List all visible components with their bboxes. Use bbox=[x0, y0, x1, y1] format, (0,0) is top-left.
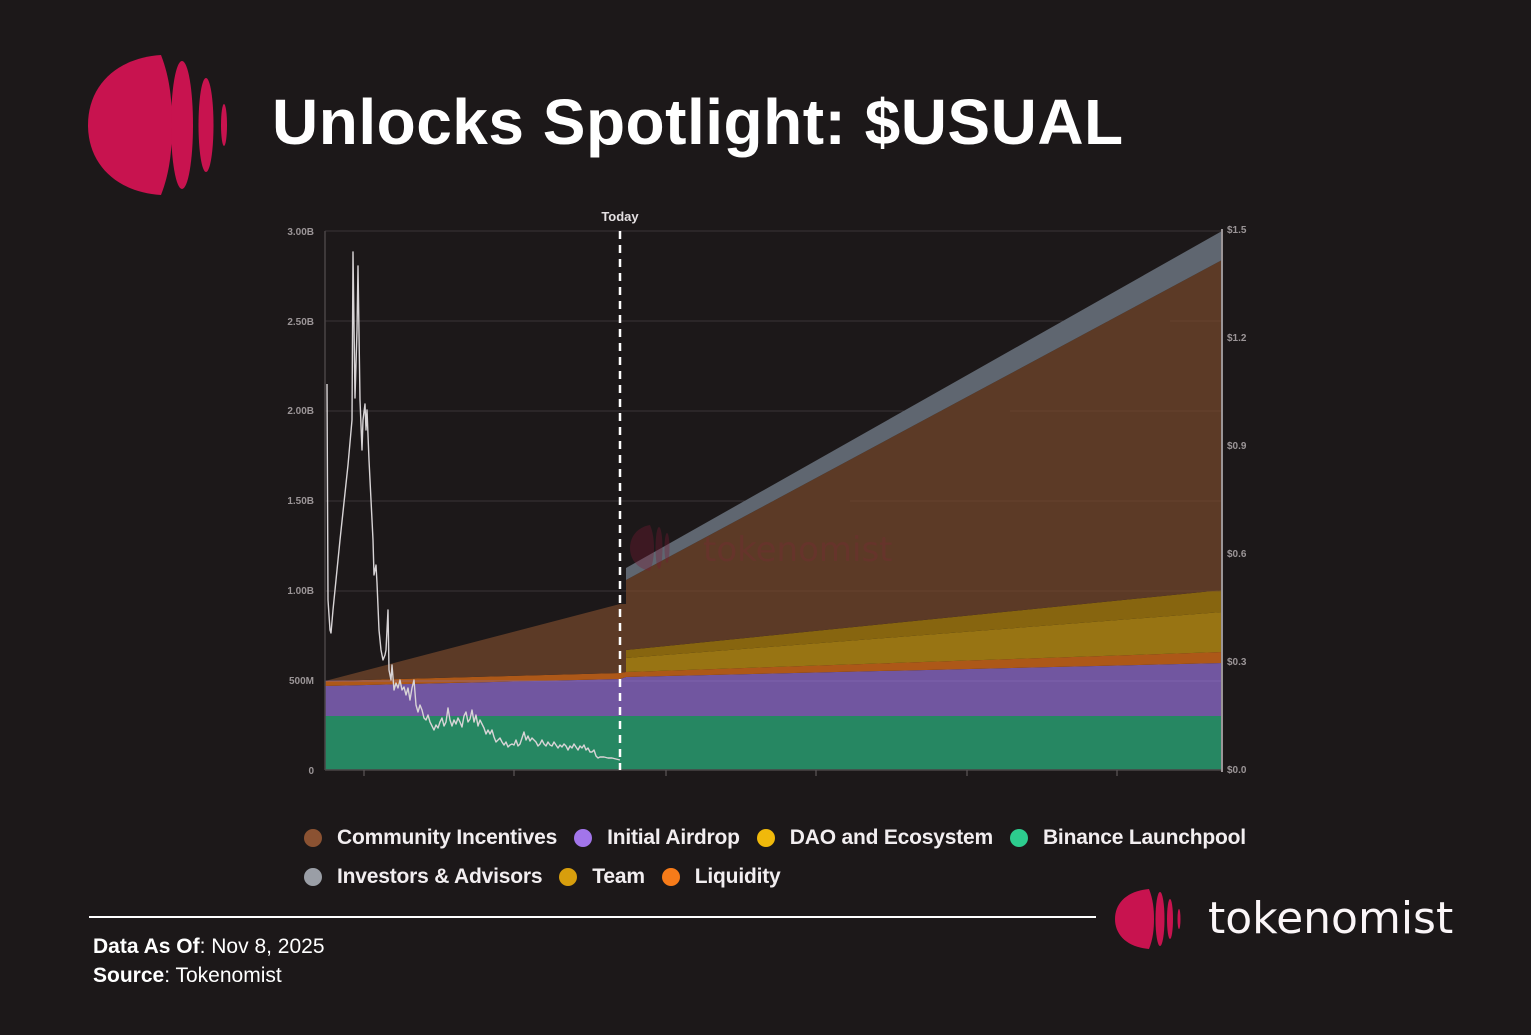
area-initial-airdrop bbox=[325, 663, 1222, 716]
stacked-areas bbox=[325, 231, 1222, 770]
legend-dot-icon bbox=[756, 828, 775, 847]
legend-label: Team bbox=[592, 864, 645, 888]
right-axis-tick: $0.0 bbox=[1227, 765, 1247, 776]
legend-dot-icon bbox=[304, 828, 322, 847]
left-axis-tick: 2.50B bbox=[287, 317, 314, 328]
footer-brand: tokenomist bbox=[1114, 888, 1453, 950]
tokenomist-logo-icon bbox=[1115, 889, 1181, 949]
legend-dot-icon bbox=[304, 867, 322, 886]
right-axis-tick: $0.3 bbox=[1227, 657, 1247, 668]
legend-item-binance-launchpool[interactable]: Binance Launchpool bbox=[1009, 825, 1246, 850]
right-axis-labels: $0.0 $0.3 $0.6 $0.9 $1.2 $1.5 bbox=[1227, 225, 1247, 776]
area-liquidity bbox=[325, 652, 1222, 686]
left-axis-tick: 500M bbox=[289, 676, 314, 687]
legend-label: DAO and Ecosystem bbox=[789, 825, 993, 849]
right-axis-tick: $0.9 bbox=[1227, 441, 1247, 452]
footer-divider bbox=[89, 916, 1096, 918]
area-dao-ecosystem bbox=[626, 590, 1222, 658]
source-value: : Tokenomist bbox=[164, 964, 282, 987]
page-title: Unlocks Spotlight: $USUAL bbox=[272, 86, 1124, 158]
right-axis-tick: $1.5 bbox=[1227, 225, 1247, 236]
right-axis-tick: $0.6 bbox=[1227, 549, 1247, 560]
x-axis-ticks bbox=[363, 770, 1118, 776]
data-as-of-value: : Nov 8, 2025 bbox=[199, 935, 325, 958]
area-team bbox=[626, 612, 1222, 672]
legend-label: Investors & Advisors bbox=[337, 864, 543, 888]
footer-meta: Data As Of: Nov 8, 2025 Source: Tokenomi… bbox=[93, 932, 325, 990]
legend-item-team[interactable]: Team bbox=[559, 865, 645, 889]
left-axis-tick: 1.50B bbox=[287, 496, 314, 507]
tokenomist-logo-icon bbox=[88, 55, 227, 195]
left-axis-tick: 3.00B bbox=[287, 227, 314, 238]
legend-item-initial-airdrop[interactable]: Initial Airdrop bbox=[574, 826, 740, 850]
legend-dot-icon bbox=[574, 828, 593, 847]
legend-item-community-incentives[interactable]: Community Incentives bbox=[304, 826, 557, 850]
legend-label: Initial Airdrop bbox=[607, 825, 740, 849]
left-axis-labels: 0 500M 1.00B 1.50B 2.00B 2.50B 3.00B bbox=[287, 227, 314, 777]
watermark bbox=[630, 525, 670, 571]
legend-label: Binance Launchpool bbox=[1042, 825, 1246, 849]
data-as-of-label: Data As Of bbox=[93, 935, 200, 958]
legend-dot-icon bbox=[559, 867, 578, 886]
legend-label: Community Incentives bbox=[337, 825, 558, 849]
legend-row: Community Incentives Initial Airdrop DAO… bbox=[304, 818, 1264, 857]
chart-legend: Community Incentives Initial Airdrop DAO… bbox=[304, 818, 1264, 896]
area-community-incentives bbox=[325, 604, 620, 681]
brand-name: tokenomist bbox=[1208, 893, 1454, 944]
left-axis-tick: 1.00B bbox=[287, 586, 314, 597]
legend-dot-icon bbox=[661, 867, 680, 886]
area-binance-launchpool bbox=[325, 716, 1222, 770]
area-investors-advisors bbox=[626, 231, 1222, 580]
legend-item-investors-advisors[interactable]: Investors & Advisors bbox=[304, 865, 542, 889]
watermark-text: tokenomist bbox=[703, 530, 893, 570]
legend-dot-icon bbox=[1009, 828, 1028, 847]
legend-item-liquidity[interactable]: Liquidity bbox=[661, 864, 781, 889]
legend-label: Liquidity bbox=[694, 864, 781, 888]
source-label: Source bbox=[93, 964, 165, 987]
data-as-of: Data As Of: Nov 8, 2025 bbox=[93, 932, 325, 961]
left-axis-tick: 0 bbox=[308, 766, 314, 777]
legend-row: Investors & Advisors Team Liquidity bbox=[304, 857, 1264, 896]
legend-item-dao-ecosystem[interactable]: DAO and Ecosystem bbox=[756, 825, 993, 850]
price-line bbox=[326, 251, 621, 761]
source: Source: Tokenomist bbox=[93, 961, 325, 990]
gridlines-overlay bbox=[626, 320, 1222, 592]
right-axis-tick: $1.2 bbox=[1227, 333, 1247, 344]
today-label: Today bbox=[601, 209, 639, 224]
left-axis-tick: 2.00B bbox=[287, 406, 314, 417]
area-community-incentives-post bbox=[620, 260, 1222, 673]
